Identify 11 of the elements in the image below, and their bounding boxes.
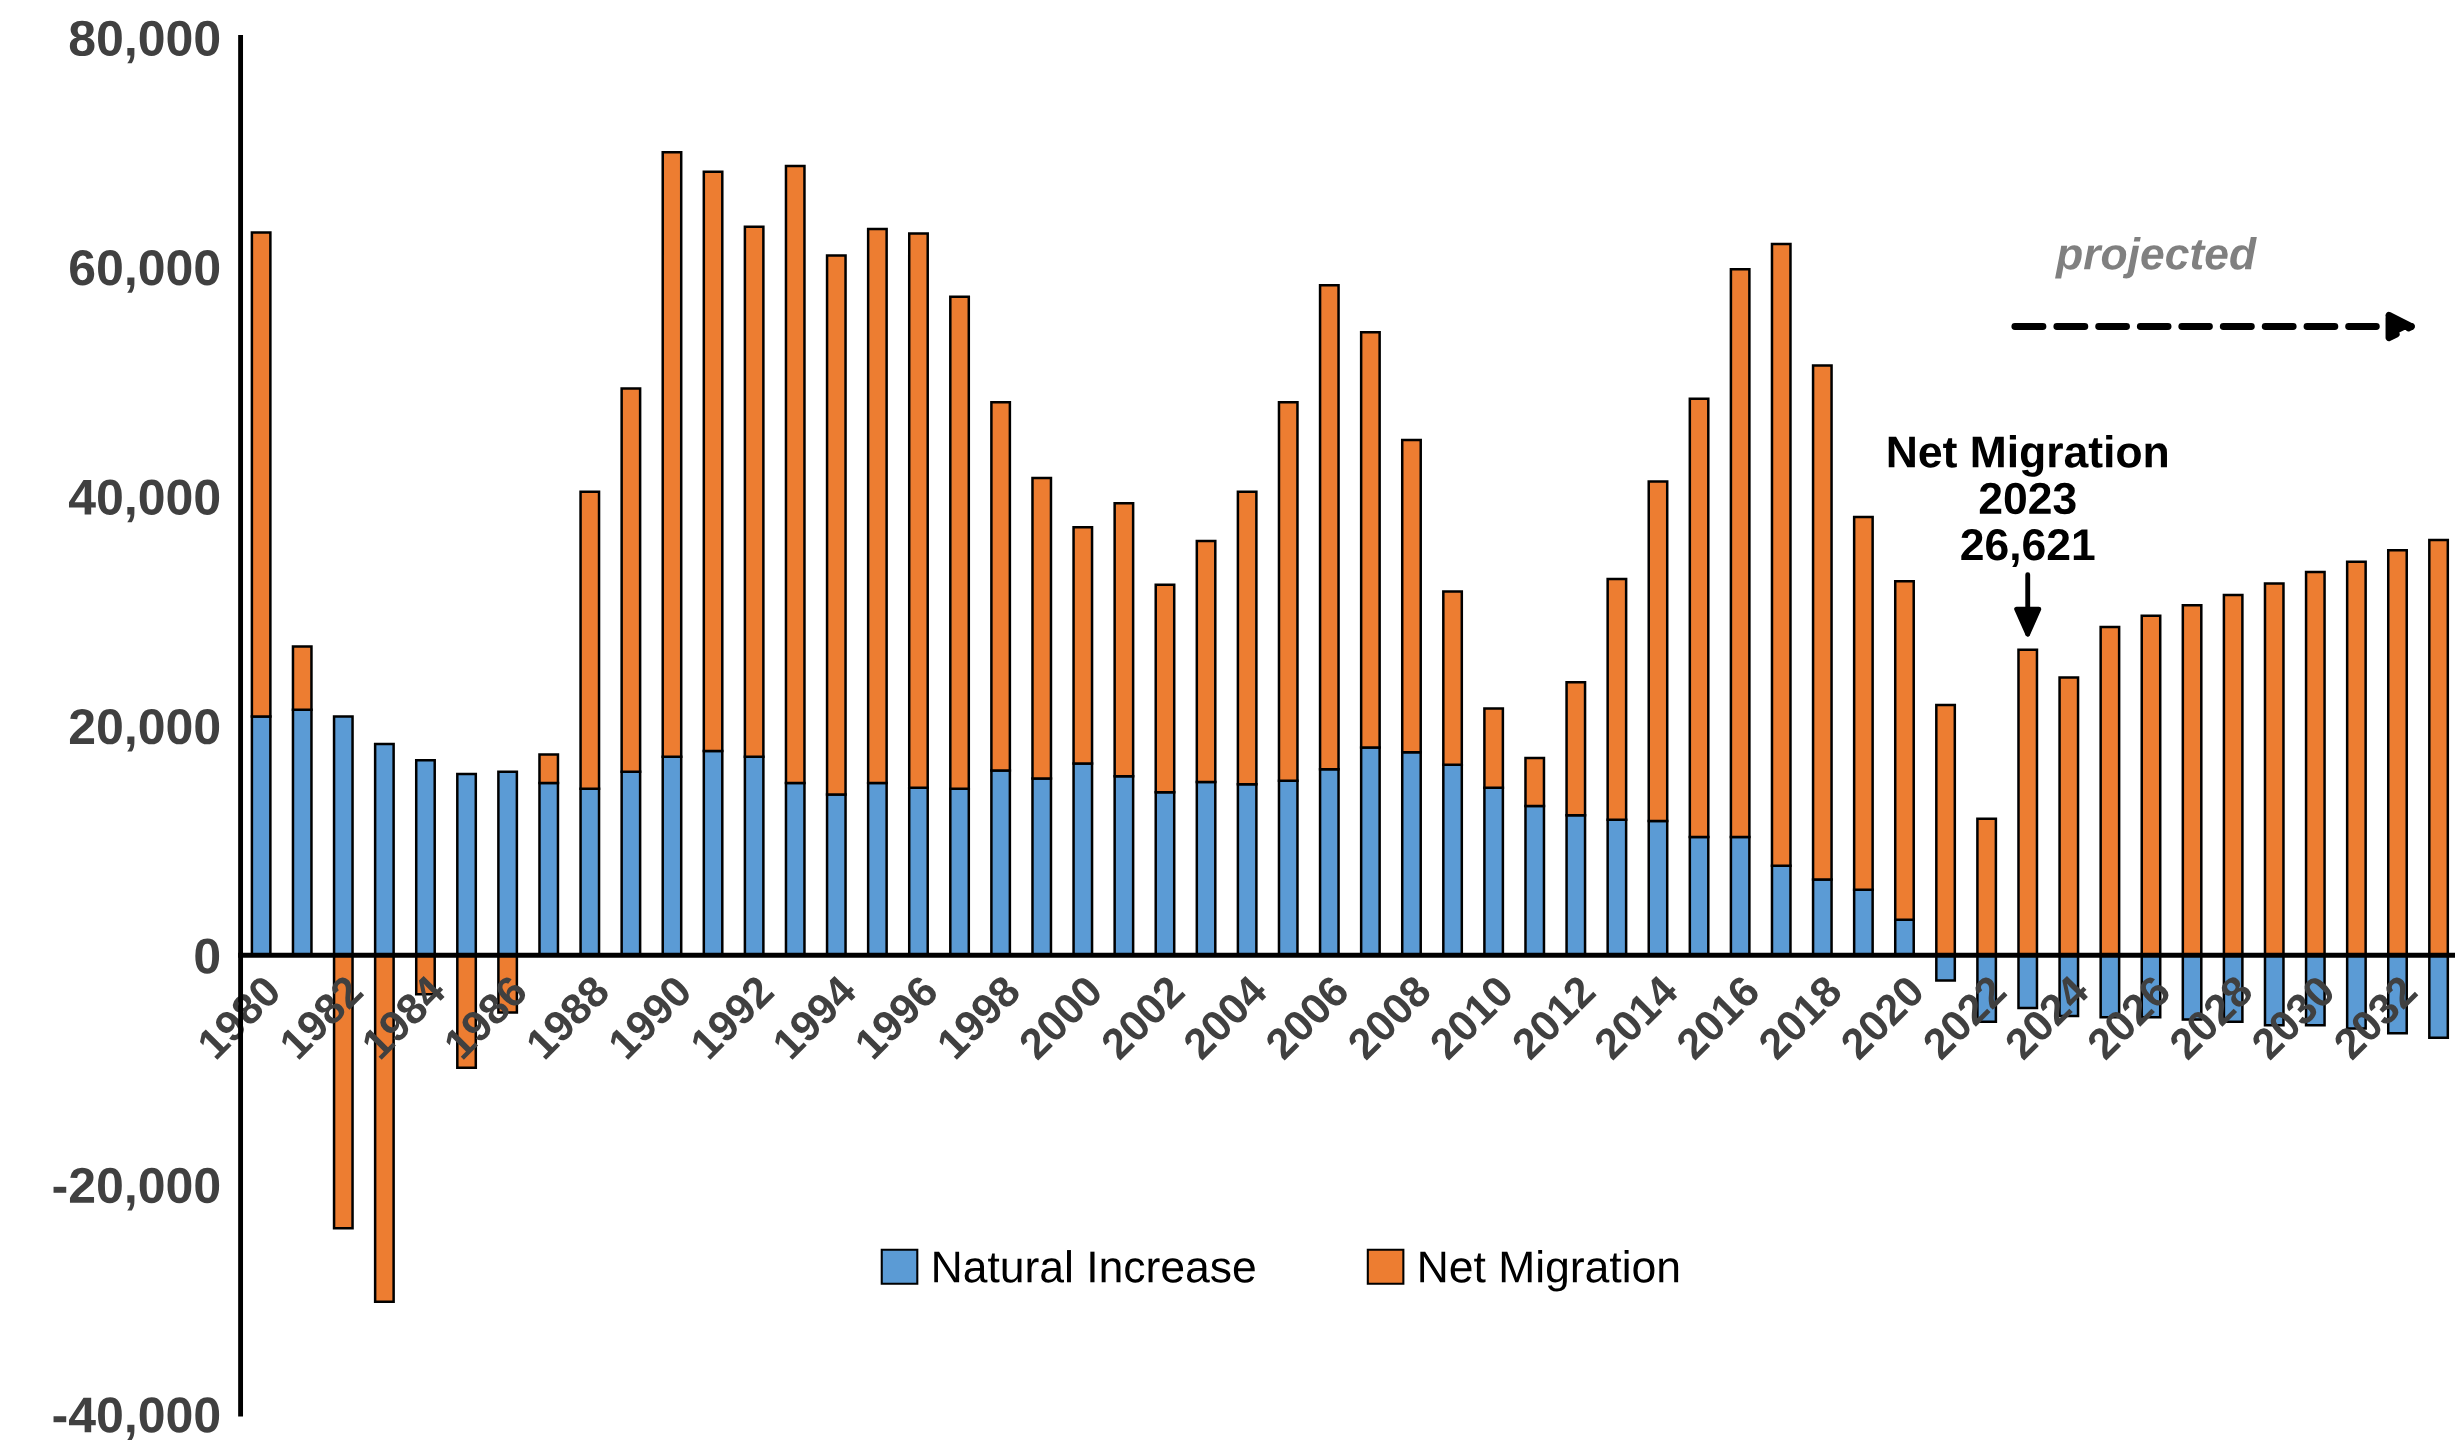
y-tick-label: 0: [195, 938, 220, 974]
annotation: projected: [2055, 236, 2257, 279]
legend-label: Net Migration: [1420, 1250, 1679, 1292]
y-tick-label: 40,000: [68, 479, 220, 523]
y-tick-label: -20,000: [53, 1167, 220, 1211]
y-tick-label: 20,000: [69, 708, 220, 752]
y-tick-label: 60,000: [70, 250, 220, 293]
y-tick-label: -40,000: [53, 1397, 220, 1440]
y-tick-label: 80,000: [69, 20, 220, 64]
legend-label: Natural Increase: [934, 1250, 1255, 1283]
annotation: Net Migration 2023 26,621: [1888, 435, 2167, 567]
